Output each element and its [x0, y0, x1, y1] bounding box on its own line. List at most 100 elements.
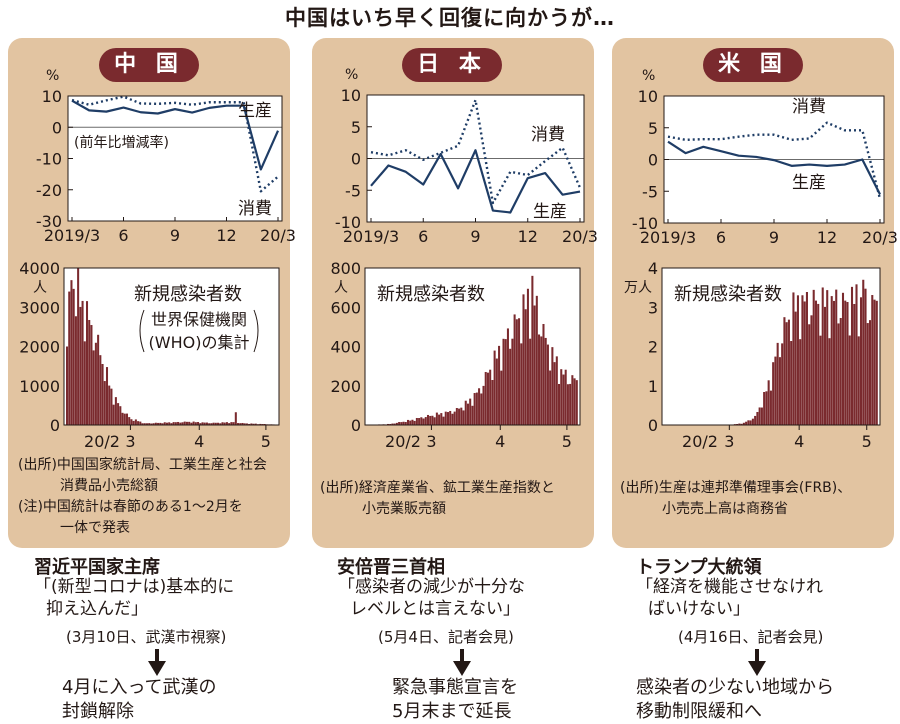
china-cases-x-tick-label: 4	[194, 432, 204, 451]
china-cases-y-tick-label: 1000	[19, 377, 60, 396]
us-quote: 「経済を機能させなけれ ばいけない」	[636, 576, 823, 620]
us-cases-bar	[799, 339, 801, 425]
japan-cases-bar	[505, 339, 507, 425]
us-cases-bar	[783, 317, 785, 425]
china-cases-bar	[77, 268, 79, 425]
us-econ-y-tick-label: -5	[642, 182, 658, 201]
china-cases-bar	[66, 347, 68, 426]
japan-cases-title: 新規感染者数	[377, 284, 485, 305]
japan-cases-bar	[485, 372, 487, 425]
china-cases-bar	[135, 419, 137, 425]
us-econ-y-tick-label: 5	[648, 119, 658, 138]
japan-econ-x-tick-label: 12	[518, 227, 538, 246]
us-cases-bar	[815, 301, 817, 425]
japan-cases-bar	[574, 378, 576, 425]
china-cases-unit-label: 人	[33, 280, 47, 296]
china-cases-bar	[99, 355, 101, 425]
japan-quote: 「感染者の減少が十分な レベルとは言えない」	[338, 576, 525, 620]
china-cases-bar	[113, 405, 115, 425]
china-cases-bar	[235, 412, 237, 425]
japan-cases-bar	[443, 417, 445, 425]
us-cases-bar	[833, 301, 835, 425]
japan-cases-y-tick-label: 400	[330, 338, 361, 357]
china-result-line: 4月に入って武漢の	[62, 676, 217, 700]
us-cases-bar	[819, 336, 821, 425]
china-cases-bar	[86, 301, 88, 425]
china-cases-bar	[90, 325, 92, 425]
us-result-line: 感染者の少ない地域から	[636, 676, 834, 700]
japan-cases-bar	[496, 359, 498, 425]
us-econ-x-tick-label: 9	[769, 228, 779, 247]
us-cases-bar	[801, 295, 803, 425]
china-cases-bar	[115, 397, 117, 425]
japan-cases-bar	[536, 296, 538, 425]
us-occasion: (4月16日、記者会見)	[678, 626, 823, 647]
us-cases-y-tick-label: 0	[648, 416, 658, 435]
us-econ-series-label: 消費	[792, 97, 826, 117]
japan-cases-bar	[494, 351, 496, 425]
japan-cases-bar	[525, 309, 527, 425]
japan-cases-bar	[445, 412, 447, 425]
china-cases-x-tick-label: 3	[125, 432, 135, 451]
china-cases-bar	[93, 350, 95, 425]
us-econ-series-label: 生産	[792, 173, 826, 193]
japan-cases-bar	[507, 328, 509, 425]
china-cases-bar	[124, 414, 126, 425]
japan-cases-bar	[414, 421, 416, 425]
us-cases-x-tick-label: 4	[794, 432, 804, 451]
japan-cases-bar	[514, 314, 516, 425]
china-cases-subtitle-line1: 世界保健機関	[151, 310, 247, 329]
japan-econ-series-label: 生産	[533, 202, 567, 222]
china-cases-bar	[126, 414, 128, 425]
us-cases-bar	[837, 323, 839, 425]
japan-cases-bar	[518, 318, 520, 425]
us-cases-bar	[858, 336, 860, 425]
us-econ-x-tick-label: 12	[817, 228, 837, 247]
us-cases-bar	[851, 287, 853, 425]
us-quote-line: ばいけない」	[636, 598, 823, 620]
china-cases-bar	[79, 307, 81, 425]
us-cases-bar	[862, 280, 864, 425]
us-cases-bar	[765, 391, 767, 425]
us-cases-bar	[842, 293, 844, 425]
us-cases-bar	[786, 322, 788, 425]
china-cases-bar	[193, 422, 195, 425]
us-cases-bar	[822, 287, 824, 425]
japan-cases-bar	[531, 276, 533, 425]
japan-cases-bar	[576, 380, 578, 425]
us-cases-bar	[781, 343, 783, 425]
china-econ-y-tick-label: -10	[36, 150, 62, 169]
china-cases-bar	[137, 421, 139, 425]
japan-cases-bar	[425, 417, 427, 425]
japan-cases-bar	[465, 401, 467, 425]
us-cases-bar	[855, 284, 857, 425]
us-cases-bar	[788, 320, 790, 425]
china-cases-y-tick-label: 3000	[19, 298, 60, 317]
us-cases-bar	[774, 357, 776, 425]
down-arrow-icon	[747, 649, 767, 677]
china-cases-bar	[97, 335, 99, 425]
japan-econ-y-tick-label: -5	[345, 181, 361, 200]
japan-cases-bar	[427, 415, 429, 425]
japan-cases-bar	[489, 370, 491, 425]
us-econ-y-tick-label: 10	[638, 87, 658, 106]
japan-cases-y-tick-label: 800	[330, 259, 361, 278]
japan-cases-bar	[545, 338, 547, 425]
us-cases-bar	[752, 419, 754, 425]
japan-cases-y-tick-label: 600	[330, 298, 361, 317]
japan-cases-bar	[416, 418, 418, 425]
china-cases-bar	[84, 341, 86, 425]
us-cases-bar	[797, 295, 799, 425]
us-result-line: 移動制限緩和へ	[636, 700, 834, 724]
china-cases-bar	[68, 292, 70, 425]
japan-cases-bar	[438, 415, 440, 425]
us-cases-x-tick-label: 20/2	[682, 432, 718, 451]
us-cases-bar	[813, 290, 815, 425]
china-cases-bar	[108, 386, 110, 425]
japan-econ-y-tick-label: 5	[351, 118, 361, 137]
japan-econ-y-tick-label: 0	[351, 150, 361, 169]
us-cases-bar	[867, 323, 869, 425]
china-cases-y-tick-label: 4000	[19, 259, 60, 278]
japan-cases-bar	[436, 413, 438, 425]
